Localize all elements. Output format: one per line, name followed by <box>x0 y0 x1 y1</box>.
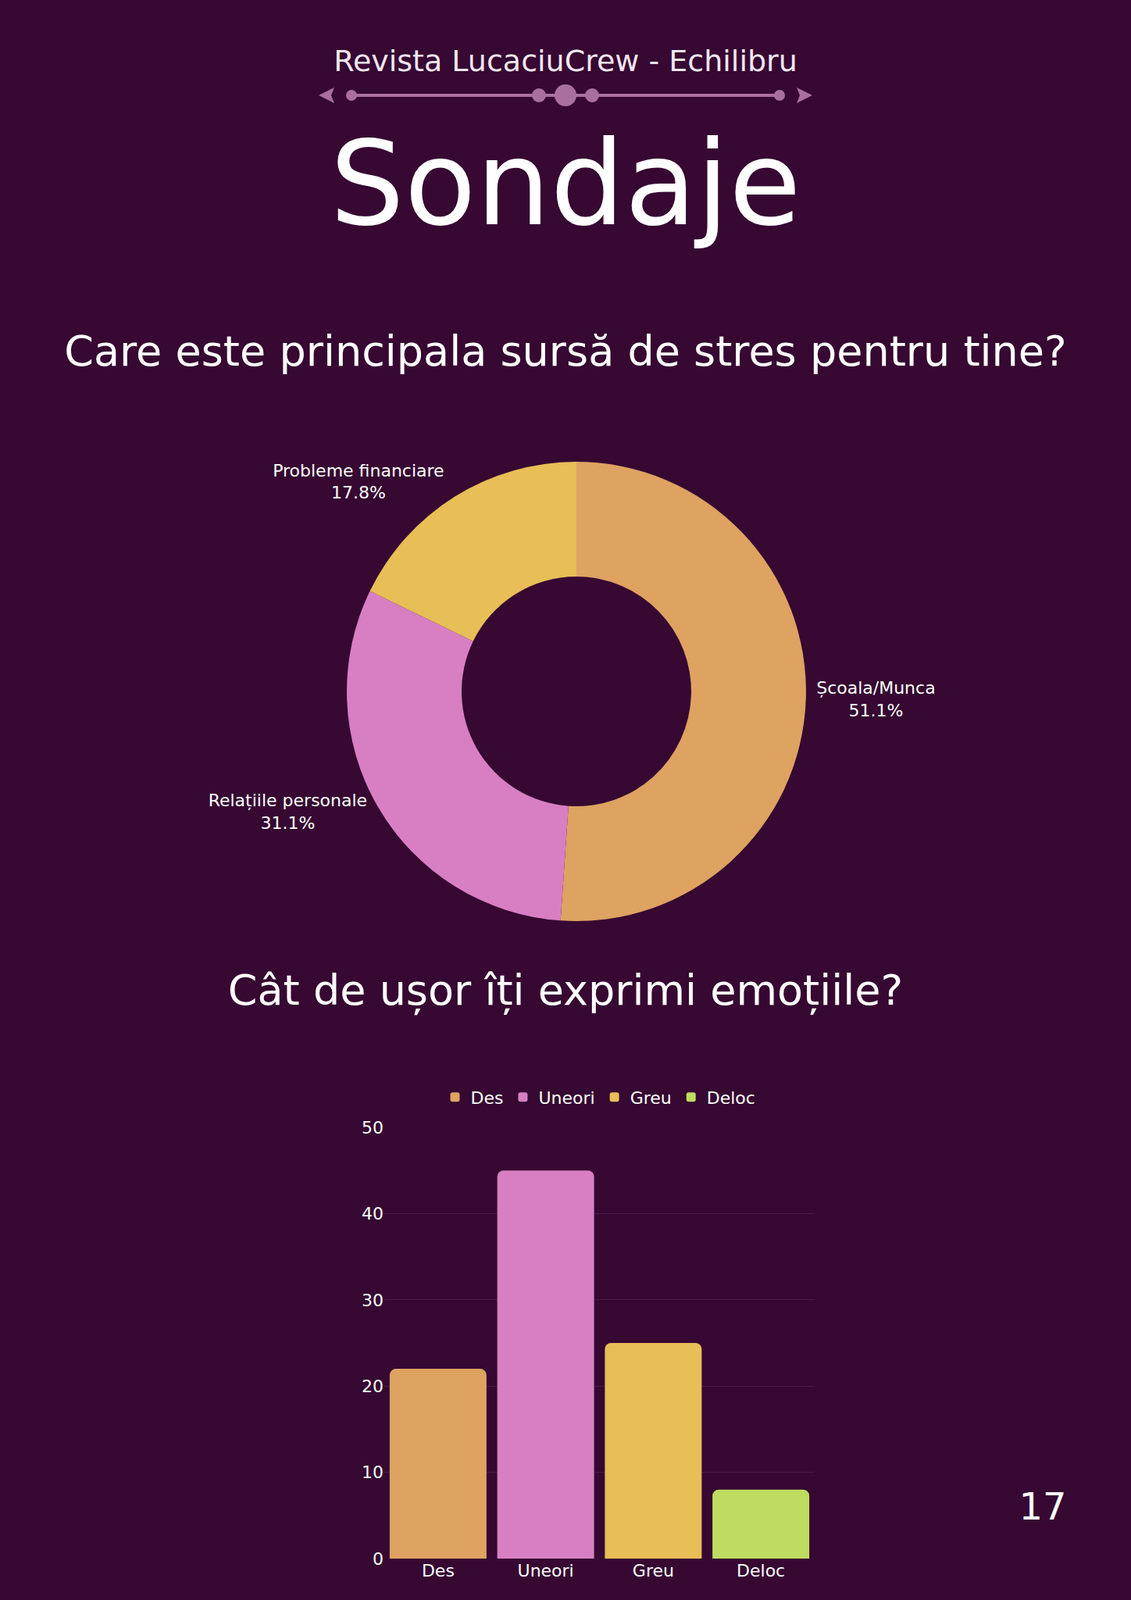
html-text:Revista LucaciuCrew - Echilibr: Revista LucaciuCrew - Echilibru <box>333 43 798 79</box>
svg-text:Probleme financiare17.8%: Probleme financiare17.8% <box>272 460 444 504</box>
svg-text:Școala/Munca51.1%: Școala/Munca51.1% <box>816 677 935 721</box>
html-text:17: 17 <box>1018 1484 1067 1528</box>
svg-text:20: 20 <box>361 1376 384 1396</box>
svg-text:Deloc: Deloc <box>706 1088 756 1108</box>
svg-text:0: 0 <box>372 1548 384 1569</box>
html-text:Sondaje: Sondaje <box>329 115 802 252</box>
svg-text:50: 50 <box>361 1117 384 1138</box>
svg-text:Care este principala sursă de: Care este principala sursă de stres pent… <box>64 326 1067 376</box>
svg-text:30: 30 <box>361 1290 384 1310</box>
svg-text:Greu: Greu <box>632 1560 675 1581</box>
svg-text:Relațiile personale31.1%: Relațiile personale31.1% <box>208 790 368 833</box>
svg-text:Des: Des <box>470 1088 504 1108</box>
svg-text:40: 40 <box>361 1203 384 1224</box>
svg-text:Deloc: Deloc <box>736 1560 785 1581</box>
svg-text:10: 10 <box>361 1462 384 1482</box>
svg-text:Cât de ușor îți exprimi emoții: Cât de ușor îți exprimi emoțiile? <box>228 965 903 1016</box>
svg-text:Des: Des <box>421 1560 455 1581</box>
svg-text:Uneori: Uneori <box>538 1088 595 1108</box>
svg-text:Greu: Greu <box>630 1088 672 1108</box>
svg-text:Uneori: Uneori <box>517 1560 575 1581</box>
